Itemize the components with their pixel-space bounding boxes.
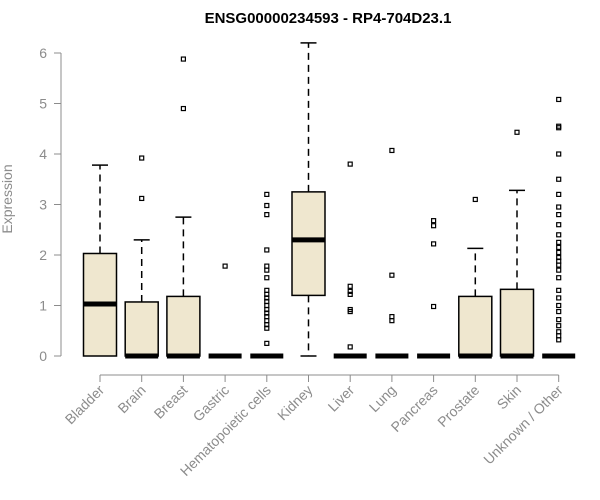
outlier-point bbox=[556, 308, 562, 315]
outlier-point bbox=[389, 272, 395, 278]
outlier-point bbox=[347, 283, 353, 289]
box-group bbox=[417, 218, 451, 359]
outlier-point bbox=[431, 218, 437, 224]
outlier-point bbox=[264, 202, 270, 209]
outlier-point bbox=[472, 196, 478, 203]
outlier-point bbox=[556, 287, 562, 293]
outlier-point bbox=[347, 306, 353, 313]
outlier-point bbox=[431, 223, 437, 229]
box-body bbox=[499, 288, 535, 357]
x-tick-label: Liver bbox=[325, 382, 358, 415]
outlier-point bbox=[264, 191, 270, 197]
x-tick-label: Prostate bbox=[434, 382, 482, 430]
outlier-point bbox=[139, 195, 145, 202]
outlier-point bbox=[556, 267, 562, 273]
box-group bbox=[82, 164, 118, 357]
outlier-point bbox=[264, 263, 270, 269]
outlier-point bbox=[222, 263, 228, 269]
outlier-point bbox=[556, 204, 562, 210]
outlier-point bbox=[347, 161, 353, 167]
outlier-point bbox=[347, 288, 353, 294]
x-tick-label: Skin bbox=[494, 382, 525, 413]
outlier-point bbox=[556, 244, 562, 251]
outlier-point bbox=[264, 318, 270, 324]
outlier-point bbox=[556, 222, 562, 228]
y-tick-label: 6 bbox=[39, 45, 47, 61]
boxes bbox=[82, 42, 576, 359]
outlier-point bbox=[431, 303, 437, 310]
outlier-point bbox=[431, 241, 437, 247]
outlier-point bbox=[556, 329, 562, 335]
outlier-point bbox=[264, 302, 270, 309]
outlier-point bbox=[347, 344, 353, 350]
x-tick-label: Bladder bbox=[62, 382, 108, 428]
chart-title: ENSG00000234593 - RP4-704D23.1 bbox=[205, 10, 452, 27]
box-group bbox=[291, 42, 326, 357]
x-tick-label: Brain bbox=[114, 382, 148, 416]
outlier-point bbox=[556, 176, 562, 182]
y-tick-label: 5 bbox=[39, 96, 47, 112]
outlier-point bbox=[556, 275, 562, 281]
outlier-point bbox=[556, 249, 562, 256]
outlier-point bbox=[556, 262, 562, 268]
outlier-point bbox=[389, 314, 395, 320]
y-axis: 0 1 2 3 4 5 6 bbox=[39, 45, 62, 364]
outlier-point bbox=[264, 287, 270, 293]
outlier-point bbox=[556, 323, 562, 329]
y-axis-label: Expression bbox=[0, 164, 15, 233]
outlier-point bbox=[347, 291, 353, 297]
box-group bbox=[375, 147, 409, 359]
outlier-point bbox=[264, 267, 270, 273]
outlier-point bbox=[556, 254, 562, 261]
outlier-point bbox=[180, 105, 186, 112]
x-tick-label: Unknown / Other bbox=[480, 382, 566, 468]
box-body bbox=[458, 295, 493, 357]
x-tick-label: Lung bbox=[366, 382, 399, 415]
outlier-point bbox=[556, 212, 562, 218]
box-group bbox=[542, 96, 576, 359]
y-tick-label: 2 bbox=[39, 247, 47, 263]
box-body bbox=[291, 191, 326, 297]
outlier-point bbox=[556, 302, 562, 309]
outlier-point bbox=[556, 239, 562, 245]
x-tick-label: Kidney bbox=[274, 382, 316, 424]
box-group bbox=[499, 129, 535, 359]
outlier-point bbox=[264, 247, 270, 253]
box-group bbox=[208, 263, 242, 359]
outlier-point bbox=[180, 56, 186, 62]
box-body bbox=[124, 301, 159, 357]
outlier-point bbox=[264, 340, 270, 346]
outlier-point bbox=[139, 155, 145, 161]
y-tick-label: 0 bbox=[39, 348, 47, 364]
outlier-point bbox=[556, 317, 562, 323]
outlier-point bbox=[556, 96, 562, 103]
outlier-point bbox=[264, 212, 270, 218]
y-tick-label: 4 bbox=[39, 146, 47, 162]
outlier-point bbox=[514, 129, 520, 135]
outlier-point bbox=[389, 318, 395, 324]
x-tick-label: Breast bbox=[151, 382, 191, 422]
outlier-point bbox=[556, 232, 562, 238]
box-group bbox=[124, 155, 159, 359]
box-body bbox=[166, 295, 201, 357]
box-group bbox=[458, 196, 493, 359]
outlier-point bbox=[556, 151, 562, 157]
box-group bbox=[250, 191, 284, 359]
outlier-point bbox=[556, 123, 562, 129]
outlier-point bbox=[389, 147, 395, 154]
y-tick-label: 3 bbox=[39, 197, 47, 213]
box-group bbox=[333, 161, 367, 359]
outlier-point bbox=[556, 191, 562, 197]
outlier-point bbox=[556, 295, 562, 301]
outlier-point bbox=[556, 333, 562, 339]
y-tick-label: 1 bbox=[39, 298, 47, 314]
box-group bbox=[166, 56, 201, 359]
outlier-point bbox=[264, 275, 270, 281]
outlier-point bbox=[556, 337, 562, 343]
